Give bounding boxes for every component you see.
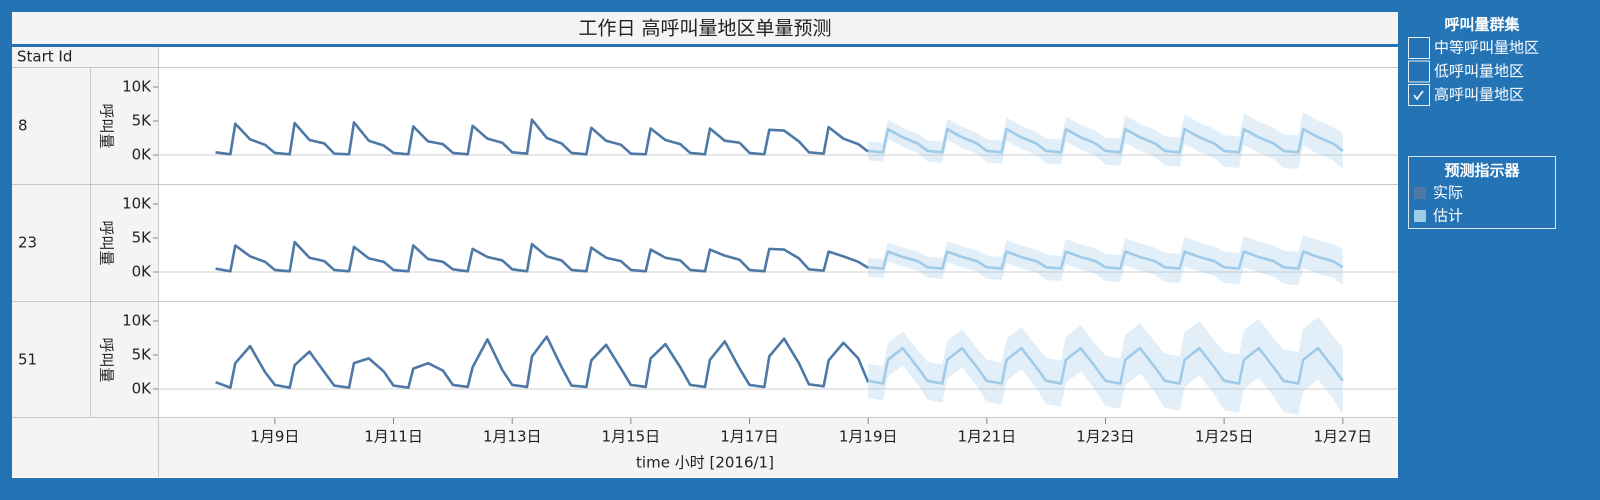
filter-item[interactable]: 高呼叫量地区 [1434, 86, 1524, 104]
x-tick-label: 1月11日 [364, 428, 423, 446]
title-bar [12, 12, 1398, 45]
actual-line [215, 335, 870, 389]
y-tick-label: 0K [132, 262, 153, 280]
legend-swatch [1414, 210, 1426, 222]
row-label: 8 [18, 117, 28, 135]
x-tick-label: 1月17日 [720, 428, 779, 446]
x-tick-label: 1月23日 [1076, 428, 1135, 446]
row-label: 51 [18, 351, 37, 369]
y-axis-label: 呼叫量 [98, 220, 116, 265]
y-axis-label: 呼叫量 [98, 103, 116, 148]
actual-line [215, 240, 869, 273]
filter-item[interactable]: 中等呼叫量地区 [1434, 39, 1539, 57]
filter-title: 呼叫量群集 [1444, 16, 1520, 34]
legend-swatch [1414, 187, 1426, 199]
filter-item[interactable]: 低呼叫量地区 [1434, 62, 1524, 80]
y-tick-label: 10K [122, 311, 152, 329]
x-axis-bg [158, 418, 1398, 477]
forecast-band [868, 316, 1343, 415]
y-tick-label: 5K [132, 228, 153, 246]
panel-plot [215, 234, 1344, 286]
forecast-line [868, 127, 1344, 154]
legend-title: 预测指示器 [1444, 162, 1520, 180]
y-tick-label: 5K [132, 345, 153, 363]
y-tick-label: 10K [122, 77, 152, 95]
row-label: 23 [18, 234, 37, 252]
x-tick-label: 1月19日 [839, 428, 898, 446]
x-tick-label: 1月15日 [602, 428, 661, 446]
y-tick-label: 5K [132, 111, 153, 129]
x-tick-label: 1月9日 [250, 428, 299, 446]
forecast-line [867, 346, 1344, 385]
panel-plot [215, 112, 1344, 169]
checkbox[interactable] [1408, 60, 1430, 83]
row-header: Start Id [17, 48, 72, 66]
y-tick-label: 0K [132, 145, 153, 163]
x-axis-label: time 小时 [2016/1] [636, 454, 774, 472]
chart-title: 工作日 高呼叫量地区单量预测 [578, 18, 831, 40]
legend-label: 估计 [1433, 207, 1463, 225]
x-tick-label: 1月27日 [1314, 428, 1373, 446]
legend-box [1408, 156, 1556, 229]
forecast-band [868, 234, 1343, 286]
x-tick-label: 1月13日 [483, 428, 542, 446]
checkbox[interactable] [1408, 37, 1430, 59]
panel-plot [215, 316, 1344, 415]
sheet [12, 12, 1398, 478]
row-header-bg [12, 47, 158, 477]
forecast-band [868, 112, 1343, 169]
title-rule [12, 44, 1398, 47]
legend-label: 实际 [1433, 184, 1463, 202]
y-axis-label: 呼叫量 [98, 337, 116, 382]
y-tick-label: 0K [132, 379, 153, 397]
check-mark [1413, 90, 1424, 101]
x-tick-label: 1月21日 [958, 428, 1017, 446]
y-tick-label: 10K [122, 194, 152, 212]
x-tick-label: 1月25日 [1195, 428, 1254, 446]
forecast-line [868, 250, 1344, 270]
actual-line [215, 118, 869, 156]
